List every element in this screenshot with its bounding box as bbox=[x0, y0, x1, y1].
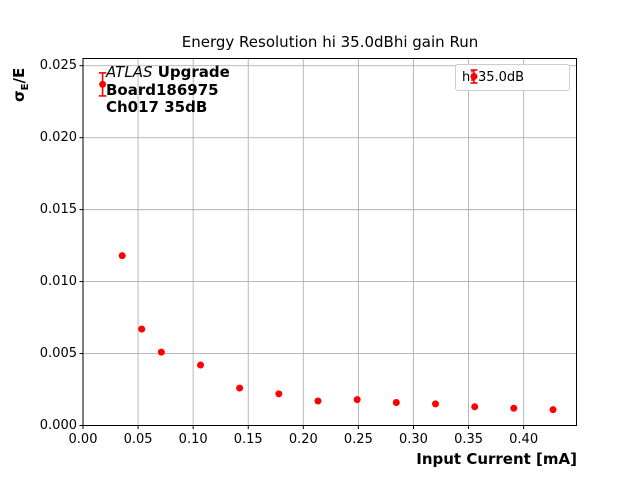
y-axis-label-sigma: σ bbox=[10, 90, 28, 102]
y-axis-label: σE/E bbox=[10, 68, 31, 102]
annotation-text: ATLAS Upgrade Board186975 Ch017 35dB bbox=[106, 63, 230, 117]
x-tick-label: 0.00 bbox=[68, 432, 98, 447]
legend-marker-icon bbox=[470, 69, 478, 84]
x-tick-label: 0.20 bbox=[288, 432, 318, 447]
annotation-line-1: ATLAS Upgrade bbox=[106, 63, 230, 82]
y-tick-label: 0.020 bbox=[39, 129, 77, 145]
x-tick-label: 0.05 bbox=[123, 432, 153, 447]
y-tick-label: 0.015 bbox=[39, 201, 77, 217]
y-tick-label: 0.025 bbox=[39, 57, 77, 73]
x-tick-label: 0.40 bbox=[509, 432, 539, 447]
y-axis-label-sub: E bbox=[20, 83, 31, 91]
x-tick-label: 0.30 bbox=[398, 432, 428, 447]
legend-label: hi 35.0dB bbox=[462, 70, 525, 85]
annotation-line-2: Board186975 bbox=[106, 80, 219, 99]
annotation-upgrade: Upgrade bbox=[157, 63, 230, 81]
x-axis-label: Input Current [mA] bbox=[416, 450, 577, 468]
x-tick-label: 0.25 bbox=[343, 432, 373, 447]
legend: hi 35.0dB bbox=[455, 64, 570, 91]
chart-title: Energy Resolution hi 35.0dBhi gain Run bbox=[181, 33, 479, 51]
annotation-line-3: Ch017 35dB bbox=[106, 98, 208, 116]
y-tick-label: 0.005 bbox=[39, 345, 77, 361]
x-tick-label: 0.15 bbox=[233, 432, 263, 447]
x-tick-label: 0.35 bbox=[454, 432, 484, 447]
y-tick-label: 0.010 bbox=[39, 273, 77, 289]
y-tick-label: 0.000 bbox=[39, 417, 77, 433]
annotation-atlas: ATLAS bbox=[106, 63, 153, 81]
x-tick-label: 0.10 bbox=[178, 432, 208, 447]
